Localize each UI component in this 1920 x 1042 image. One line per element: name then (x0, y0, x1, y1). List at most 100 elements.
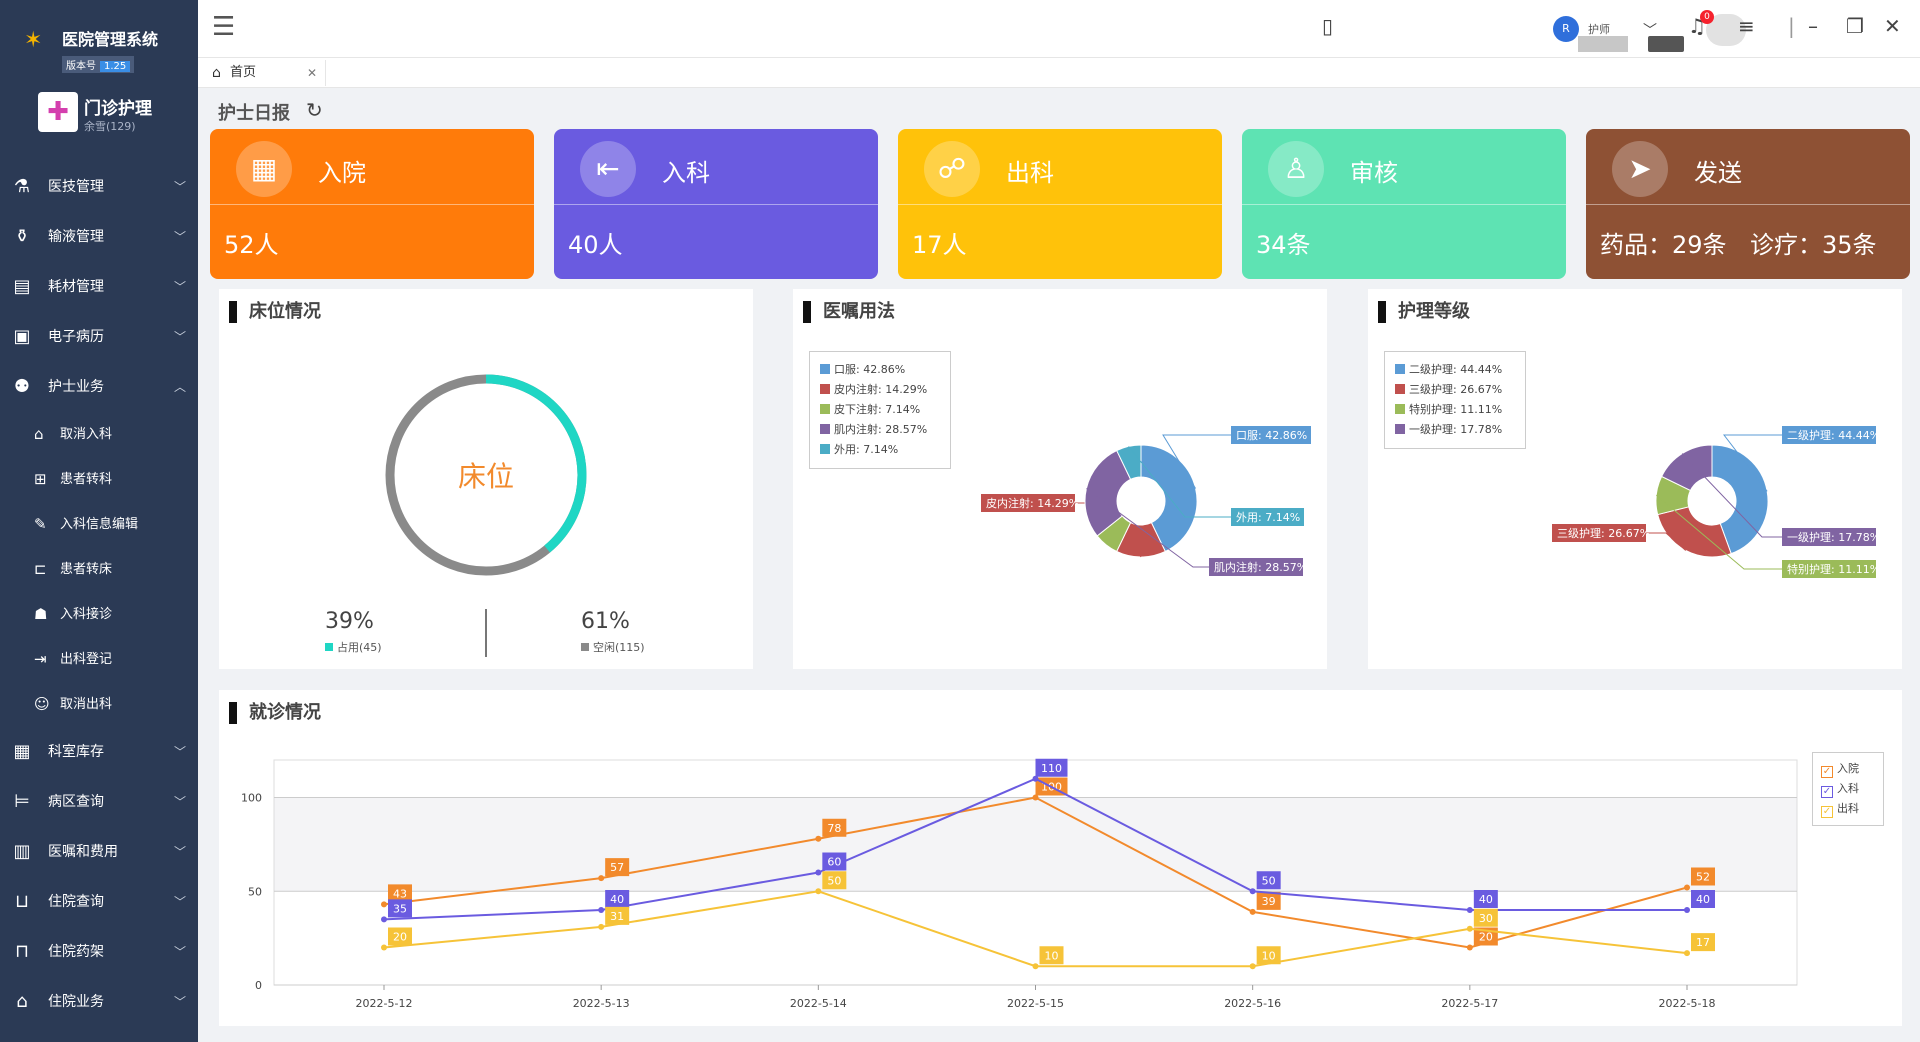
checkbox-icon[interactable]: ✓ (1821, 806, 1833, 818)
department-icon: ✚ (38, 92, 78, 132)
sidebar-item-medtech[interactable]: ⚗ 医技管理 ﹀ (0, 162, 198, 212)
sidebar-subitem-edit[interactable]: ✎ 入科信息编辑 (0, 502, 198, 547)
stat-card-admission[interactable]: ▦ 入院 52人 (210, 129, 534, 279)
close-icon[interactable]: ✕ (306, 66, 317, 80)
legend-item[interactable]: 一级护理: 17.78% (1395, 420, 1515, 440)
legend-item[interactable]: 皮内注射: 14.29% (820, 380, 940, 400)
sidebar-item-nurse[interactable]: ⚉ 护士业务 ︿ (0, 362, 198, 412)
data-point[interactable] (381, 901, 387, 908)
data-point[interactable] (1684, 907, 1690, 913)
sidebar-item-label: 住院业务 (48, 994, 104, 1010)
bed-ring-chart (385, 374, 587, 657)
data-point[interactable] (1249, 888, 1256, 895)
stat-card-enter-dept[interactable]: ⇤ 入科 40人 (554, 129, 878, 279)
bed-ring-occupied (385, 374, 587, 576)
fullscreen-icon[interactable]: ▯ (1322, 14, 1334, 38)
user-cancel-icon: ☺ (34, 695, 50, 713)
transfer-icon: ⊞ (34, 470, 47, 488)
legend-item[interactable]: 肌内注射: 28.57% (820, 420, 940, 440)
legend-item[interactable]: 皮下注射: 7.14% (820, 400, 940, 420)
data-point[interactable] (381, 944, 387, 951)
legend-item[interactable]: 口服: 42.86% (820, 360, 940, 380)
sidebar-item-ward[interactable]: ⊨ 病区查询 ﹀ (0, 777, 198, 827)
door-enter-icon: ⇤ (580, 141, 636, 197)
data-point[interactable] (1032, 963, 1039, 970)
sidebar-subitem-transfer[interactable]: ⊞ 患者转科 (0, 457, 198, 502)
chevron-down-icon[interactable]: ﹀ (1643, 23, 1657, 39)
data-point[interactable] (1684, 884, 1690, 891)
data-point[interactable] (815, 869, 822, 876)
department-switcher[interactable]: ✚ 门诊护理 余雪(129) (38, 90, 188, 138)
sidebar-item-orders[interactable]: ▥ 医嘱和费用 ﹀ (0, 827, 198, 877)
data-point[interactable] (598, 907, 605, 913)
sidebar-subitem-receive[interactable]: ☗ 入科接诊 (0, 592, 198, 637)
sidebar-item-stock[interactable]: ▦ 科室库存 ﹀ (0, 727, 198, 777)
data-point[interactable] (1466, 925, 1473, 932)
close-icon[interactable]: ✕ (1884, 14, 1901, 38)
callout-label: 二级护理: 44.44% (1787, 428, 1880, 442)
legend-item[interactable]: ✓ 入科 (1821, 779, 1875, 799)
avatar[interactable]: R (1553, 16, 1579, 42)
sidebar-item-supplies[interactable]: ▤ 耗材管理 ﹀ (0, 262, 198, 312)
sidebar-item-inpatient[interactable]: ⊔ 住院查询 ﹀ (0, 877, 198, 927)
data-point[interactable] (1466, 944, 1473, 951)
callout-box (1231, 508, 1304, 526)
stamp-icon: ♙ (1268, 141, 1324, 197)
sidebar-item-pharmacy[interactable]: ⊓ 住院药架 ﹀ (0, 927, 198, 977)
data-point[interactable] (598, 923, 605, 930)
data-point[interactable] (1032, 775, 1039, 782)
restore-icon[interactable]: ❐ (1846, 14, 1864, 38)
sidebar-subitem-cancel-exit[interactable]: ☺ 取消出科 (0, 682, 198, 727)
stat-card-review[interactable]: ♙ 审核 34条 (1242, 129, 1566, 279)
donut-slice[interactable] (1657, 506, 1732, 558)
bed-occupied-text: 占用(45) (337, 641, 382, 654)
x-tick-label: 2022-5-17 (1441, 997, 1498, 1010)
checkbox-icon[interactable]: ✓ (1821, 786, 1833, 798)
sidebar-subitem-bed[interactable]: ⊏ 患者转床 (0, 547, 198, 592)
donut-slice[interactable] (1140, 444, 1198, 553)
menu-collapse-icon[interactable]: ☰ (212, 12, 236, 42)
legend-item[interactable]: ✓ 入院 (1821, 759, 1875, 779)
refresh-icon[interactable]: ↻ (306, 98, 323, 122)
legend-item[interactable]: 外用: 7.14% (820, 440, 940, 460)
data-point[interactable] (1249, 908, 1256, 915)
list-icon[interactable]: ≡ (1738, 14, 1755, 38)
legend-item[interactable]: 二级护理: 44.44% (1395, 360, 1515, 380)
stat-card-send[interactable]: ➤ 发送 药品：29条 诊疗：35条 (1586, 129, 1910, 279)
data-point[interactable] (1684, 950, 1690, 957)
data-point[interactable] (815, 888, 822, 895)
user-name[interactable]: 护师 (1588, 23, 1610, 36)
callout-line (1655, 494, 1782, 570)
tab-home[interactable]: ⌂ 首页 ✕ (208, 60, 326, 86)
sidebar-item-infusion[interactable]: ⚱ 输液管理 ﹀ (0, 212, 198, 262)
stat-card-leave-dept[interactable]: ☍ 出科 17人 (898, 129, 1222, 279)
sidebar-subitem-cancel-admit[interactable]: ⌂ 取消入科 (0, 412, 198, 457)
donut-slice[interactable] (1660, 444, 1713, 492)
data-point[interactable] (598, 875, 605, 882)
data-point[interactable] (1466, 907, 1473, 913)
stat-label: 出科 (1006, 159, 1054, 187)
stat-value: 17人 (912, 231, 967, 259)
donut-slice[interactable] (1084, 449, 1132, 537)
donut-slice[interactable] (1711, 444, 1769, 555)
legend-item[interactable]: ✓ 出科 (1821, 799, 1875, 819)
callout-box (1782, 426, 1876, 444)
legend-item[interactable]: 三级护理: 26.67% (1395, 380, 1515, 400)
building-icon: ▦ (236, 141, 292, 197)
sidebar-item-emr[interactable]: ▣ 电子病历 ﹀ (0, 312, 198, 362)
sidebar-subitem-exit[interactable]: ⇥ 出科登记 (0, 637, 198, 682)
bed-panel-title: 床位情况 (229, 301, 321, 323)
version-label: 版本号 (66, 61, 96, 72)
legend-item[interactable]: 特别护理: 11.11% (1395, 400, 1515, 420)
data-point[interactable] (1032, 794, 1039, 801)
sidebar-item-business[interactable]: ⌂ 住院业务 ﹀ (0, 977, 198, 1027)
visits-panel: 就诊情况 0 50 100 2022-5-12 2022-5-13 2022-5-14 20… (219, 690, 1902, 1026)
checkbox-icon[interactable]: ✓ (1821, 766, 1833, 778)
data-point[interactable] (381, 916, 387, 923)
plot-band (274, 797, 1797, 892)
callout-label: 特别护理: 11.11% (1787, 562, 1880, 576)
data-point[interactable] (1249, 963, 1256, 970)
minimize-icon[interactable]: – (1808, 14, 1818, 38)
data-point[interactable] (815, 835, 822, 842)
callout-box (1231, 426, 1311, 444)
